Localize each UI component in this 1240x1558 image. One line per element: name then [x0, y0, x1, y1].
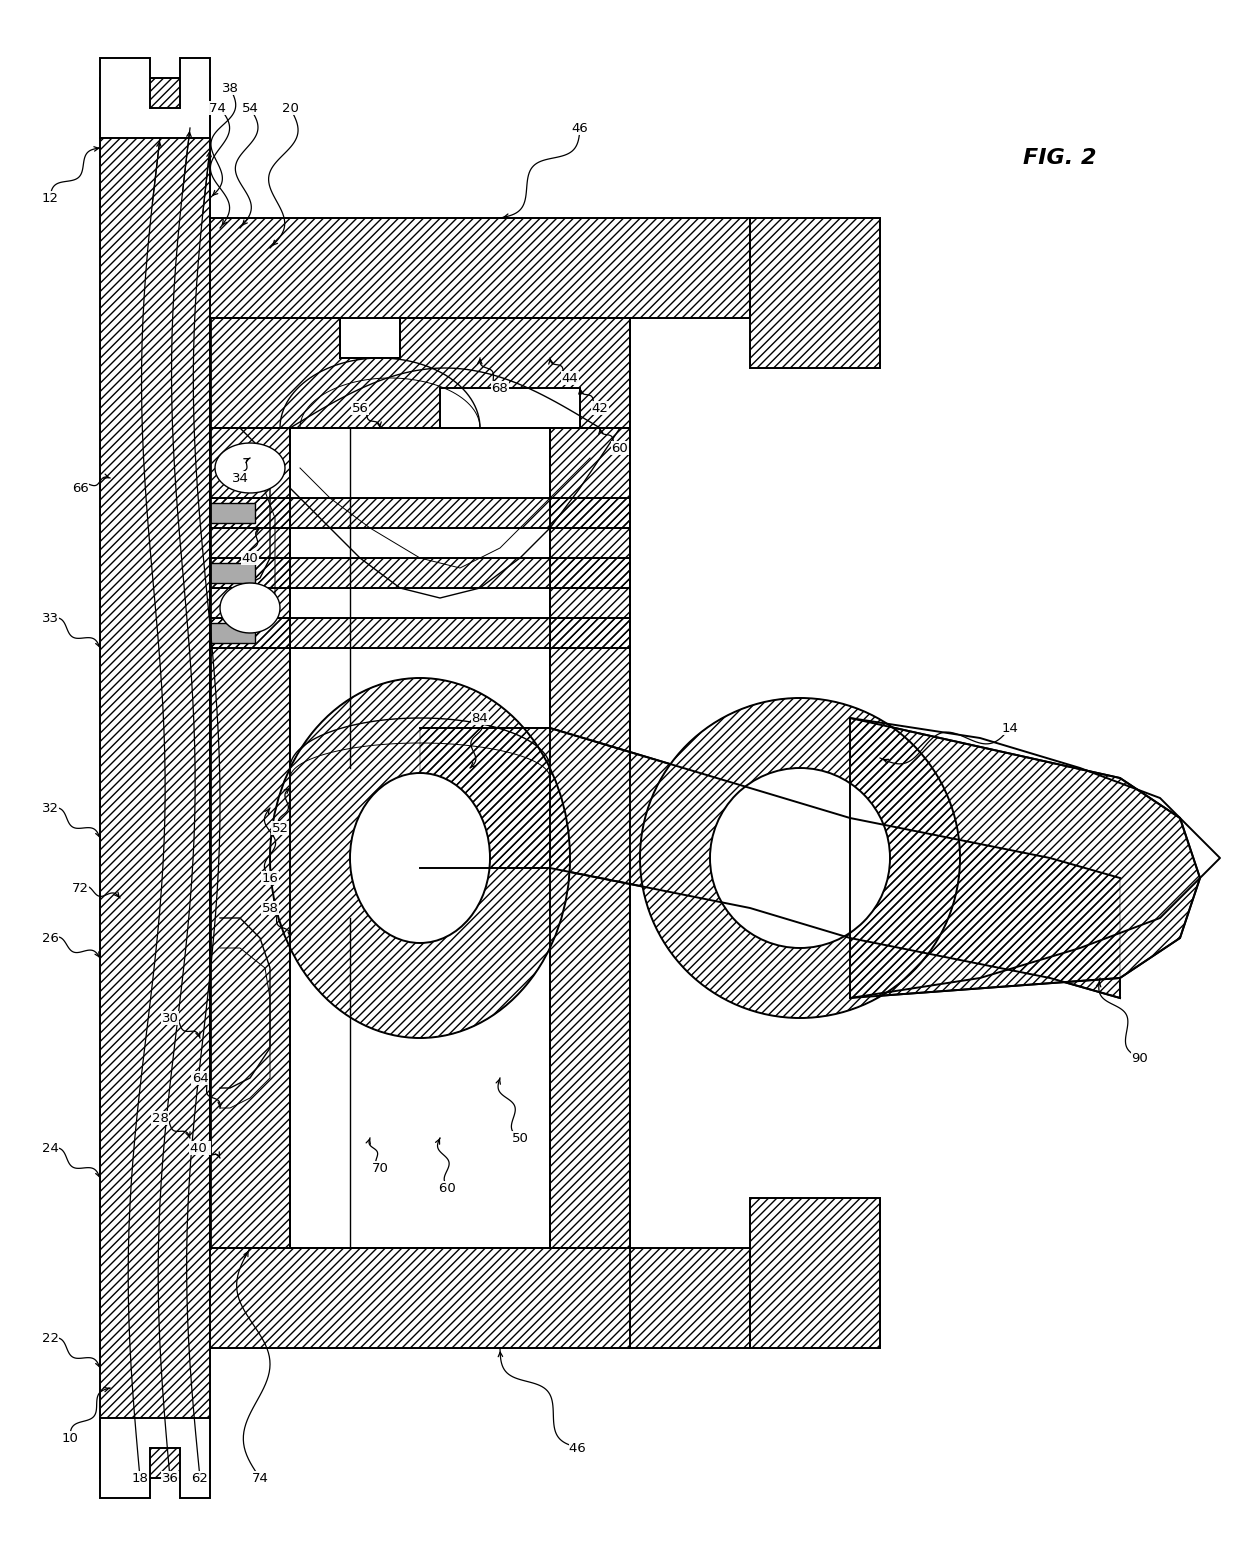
Text: 26: 26 — [42, 932, 58, 944]
Text: 58: 58 — [262, 902, 279, 915]
Text: 74: 74 — [210, 101, 231, 114]
Text: 42: 42 — [591, 402, 609, 414]
Text: 46: 46 — [569, 1441, 590, 1455]
Polygon shape — [849, 718, 1200, 999]
Text: 60: 60 — [611, 441, 629, 455]
Text: 12: 12 — [41, 192, 58, 204]
Polygon shape — [420, 728, 1120, 999]
Polygon shape — [551, 428, 630, 1248]
Text: 40: 40 — [242, 552, 258, 564]
Polygon shape — [210, 499, 630, 528]
Polygon shape — [210, 1248, 630, 1348]
Polygon shape — [290, 918, 551, 947]
Text: 60: 60 — [439, 1181, 460, 1195]
Text: 56: 56 — [352, 402, 368, 414]
Text: 66: 66 — [72, 481, 88, 494]
Polygon shape — [215, 442, 285, 492]
Polygon shape — [210, 318, 630, 428]
Polygon shape — [100, 1418, 210, 1497]
Bar — [210, 503, 255, 523]
Text: 32: 32 — [41, 801, 58, 815]
Text: 36: 36 — [161, 1471, 179, 1485]
Polygon shape — [750, 218, 880, 368]
Circle shape — [640, 698, 960, 1017]
Text: 62: 62 — [191, 1471, 208, 1485]
Text: 20: 20 — [281, 101, 299, 114]
Text: 90: 90 — [1132, 1052, 1148, 1064]
Text: 33: 33 — [41, 611, 58, 625]
Polygon shape — [219, 583, 280, 633]
Polygon shape — [100, 78, 210, 1479]
Text: 30: 30 — [161, 1011, 179, 1025]
Polygon shape — [210, 1248, 750, 1348]
Polygon shape — [100, 58, 210, 139]
Polygon shape — [210, 428, 290, 1248]
Text: 24: 24 — [42, 1142, 58, 1154]
Polygon shape — [210, 558, 630, 587]
Bar — [210, 623, 255, 643]
Text: 10: 10 — [62, 1432, 78, 1444]
Text: 18: 18 — [131, 1471, 149, 1485]
Polygon shape — [750, 1198, 880, 1348]
Text: 74: 74 — [252, 1471, 268, 1485]
Text: 40: 40 — [190, 1142, 211, 1154]
Text: 50: 50 — [512, 1131, 528, 1145]
Text: 54: 54 — [242, 101, 258, 114]
Text: 64: 64 — [192, 1072, 208, 1084]
Text: 22: 22 — [41, 1332, 58, 1345]
Ellipse shape — [270, 678, 570, 1038]
Text: 70: 70 — [372, 1162, 388, 1175]
Text: 52: 52 — [272, 821, 289, 835]
Text: 46: 46 — [572, 122, 588, 134]
Polygon shape — [290, 768, 551, 798]
Text: 16: 16 — [262, 871, 279, 885]
Bar — [210, 562, 255, 583]
Text: 84: 84 — [471, 712, 489, 724]
Text: 14: 14 — [1002, 721, 1018, 734]
Text: 34: 34 — [232, 472, 248, 485]
Polygon shape — [210, 619, 630, 648]
Text: 68: 68 — [491, 382, 508, 394]
Text: FIG. 2: FIG. 2 — [1023, 148, 1096, 168]
Text: 72: 72 — [72, 882, 88, 894]
Text: 38: 38 — [222, 81, 238, 95]
Text: 28: 28 — [151, 1111, 169, 1125]
Text: 44: 44 — [562, 371, 578, 385]
Polygon shape — [210, 218, 750, 318]
Circle shape — [711, 768, 890, 947]
Ellipse shape — [350, 773, 490, 943]
